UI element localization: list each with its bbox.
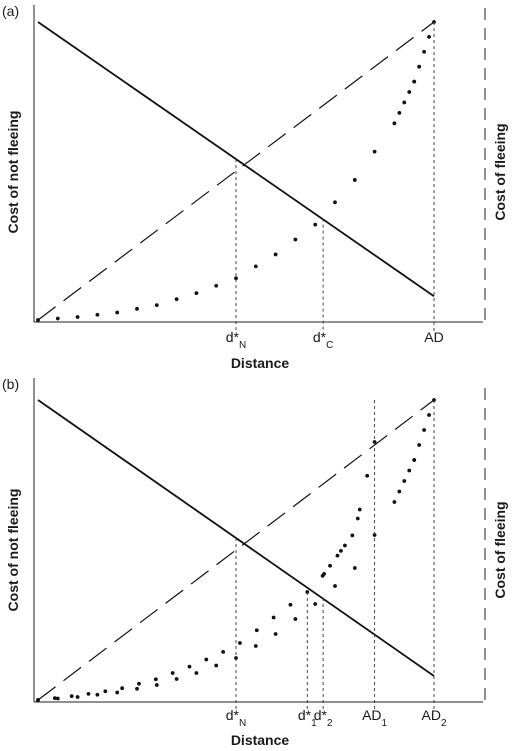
- data-point: [412, 79, 417, 84]
- data-point: [154, 303, 159, 307]
- data-point: [352, 178, 357, 182]
- data-point: [320, 573, 325, 578]
- data-point: [115, 690, 120, 695]
- data-point: [357, 507, 362, 512]
- data-point: [407, 468, 412, 473]
- data-point: [333, 200, 337, 205]
- data-point: [392, 500, 397, 504]
- data-point: [135, 306, 139, 311]
- data-point: [254, 628, 259, 633]
- data-point: [355, 516, 360, 521]
- series-dotted: [36, 20, 436, 322]
- data-point: [86, 691, 91, 696]
- data-point: [75, 695, 80, 699]
- panel-label: (b): [2, 376, 19, 392]
- y-axis-label-right: Cost of fleeing: [492, 123, 508, 220]
- data-point: [288, 602, 293, 607]
- data-point: [253, 644, 258, 648]
- data-point: [417, 443, 422, 447]
- series-dotted: [36, 398, 436, 702]
- data-point: [427, 413, 431, 417]
- x-axis-label: Distance: [231, 355, 290, 371]
- data-point: [170, 671, 175, 675]
- data-point: [238, 641, 242, 645]
- data-point: [69, 694, 74, 699]
- data-point: [273, 632, 278, 636]
- tick-label: d*C: [313, 329, 333, 351]
- data-point: [153, 677, 158, 682]
- data-point: [427, 35, 431, 39]
- data-point: [103, 689, 108, 694]
- data-point: [95, 312, 100, 317]
- data-point: [328, 563, 332, 568]
- series-dashed: [37, 21, 435, 321]
- data-point: [313, 222, 318, 227]
- data-point: [194, 671, 199, 675]
- data-point: [333, 584, 337, 588]
- data-point: [154, 683, 159, 687]
- data-point: [402, 100, 407, 105]
- panel-label: (a): [2, 3, 19, 19]
- data-point: [221, 649, 226, 654]
- data-point: [343, 543, 347, 548]
- tick-label: d*2: [314, 707, 333, 729]
- data-point: [174, 297, 179, 302]
- series-dotted: [36, 440, 377, 702]
- data-point: [214, 663, 219, 668]
- tick-label: AD2: [421, 707, 446, 729]
- data-point: [365, 473, 370, 478]
- data-point: [350, 533, 355, 538]
- data-point: [372, 149, 377, 154]
- data-point: [137, 681, 141, 686]
- data-point: [293, 237, 298, 242]
- data-point: [271, 615, 276, 620]
- data-point: [115, 310, 120, 315]
- data-point: [397, 110, 402, 115]
- tick-label: AD1: [362, 707, 387, 729]
- data-point: [204, 657, 209, 662]
- data-point: [392, 121, 397, 126]
- tick-label: d*1: [298, 707, 317, 729]
- data-point: [95, 692, 100, 697]
- data-point: [52, 696, 57, 700]
- data-point: [135, 686, 139, 691]
- data-point: [174, 677, 179, 681]
- data-point: [187, 664, 192, 669]
- data-point: [352, 566, 357, 570]
- data-point: [75, 315, 80, 319]
- data-point: [402, 479, 407, 483]
- data-point: [234, 276, 238, 281]
- data-point: [55, 696, 60, 701]
- series-dashed: [37, 399, 435, 701]
- data-point: [214, 283, 219, 288]
- data-point: [422, 428, 426, 432]
- data-point: [253, 264, 258, 269]
- data-point: [422, 49, 426, 54]
- data-point: [36, 318, 40, 322]
- data-point: [397, 489, 402, 494]
- data-point: [335, 553, 340, 558]
- data-point: [313, 602, 318, 606]
- data-point: [194, 291, 199, 296]
- y-axis-label-left: Cost of not fleeing: [5, 489, 21, 612]
- data-point: [36, 698, 40, 702]
- panel-b: (b) d*N d*1d*2 AD1 AD2 Distance Cost of not fl…: [2, 376, 508, 748]
- data-point: [273, 252, 278, 257]
- panel-a: (a) d*N d*C AD Distance Cost of not fleeing Co…: [2, 3, 508, 371]
- data-point: [339, 549, 343, 553]
- data-point: [417, 64, 422, 69]
- x-axis-label: Distance: [231, 732, 290, 748]
- data-point: [120, 686, 125, 691]
- y-axis-label-left: Cost of not fleeing: [5, 111, 21, 234]
- data-point: [407, 90, 412, 94]
- tick-label: d*N: [226, 329, 246, 351]
- y-axis-label-right: Cost of fleeing: [492, 501, 508, 598]
- tick-label: AD: [424, 329, 443, 345]
- data-point: [55, 316, 60, 321]
- tick-label: d*N: [226, 707, 246, 729]
- data-point: [293, 617, 298, 621]
- data-point: [412, 458, 417, 462]
